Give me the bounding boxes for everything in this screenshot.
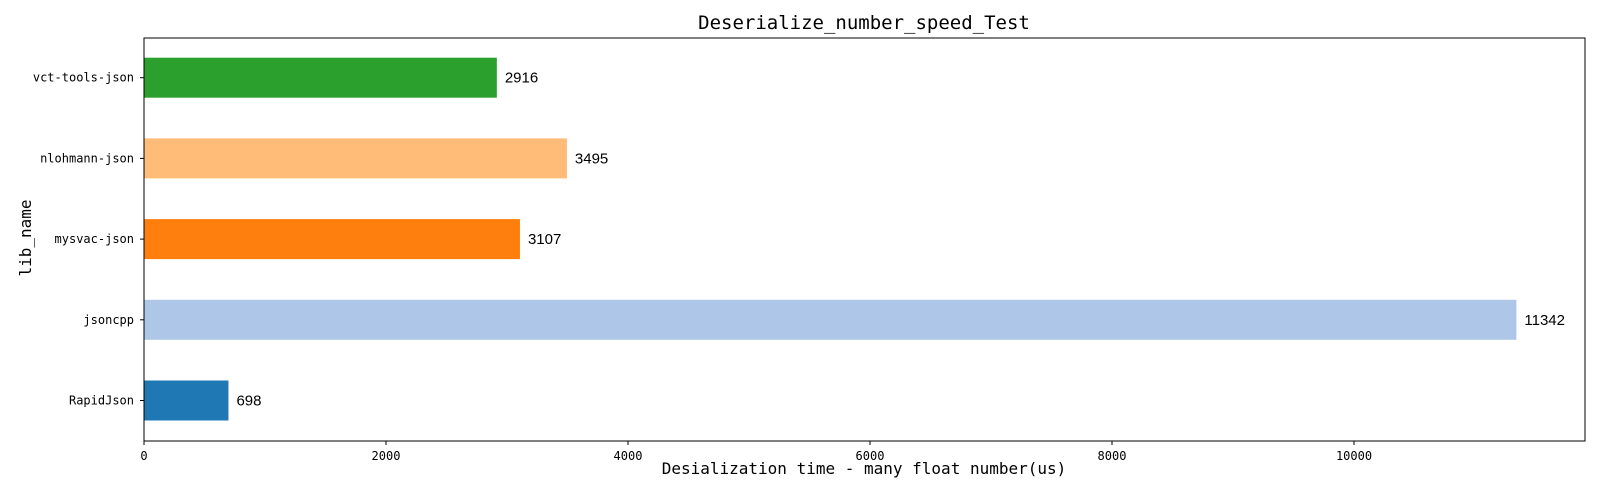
bar-vct-tools-json [144, 57, 497, 98]
chart-title: Deserialize_number_speed_Test [698, 12, 1030, 34]
bar-jsoncpp [144, 299, 1517, 340]
x-tick-label-4000: 4000 [614, 449, 643, 463]
y-axis-ticks: RapidJson jsoncpp mysvac-json nlohmann-json… [33, 71, 144, 408]
x-tick-label-10000: 10000 [1336, 449, 1372, 463]
x-tick-label-8000: 8000 [1098, 449, 1127, 463]
y-tick-label-jsoncpp: jsoncpp [83, 313, 134, 327]
data-label-mysvac-json: 3107 [528, 231, 561, 248]
x-tick-label-6000: 6000 [856, 449, 885, 463]
data-label-jsoncpp: 11342 [1524, 312, 1565, 329]
data-label-vct-tools-json: 2916 [505, 70, 538, 87]
x-tick-label-0: 0 [140, 449, 147, 463]
x-axis-label: Desialization time - many float number(u… [662, 459, 1067, 478]
data-label-nlohmann-json: 3495 [575, 150, 608, 167]
x-tick-label-2000: 2000 [372, 449, 401, 463]
bar-nlohmann-json [144, 138, 567, 179]
plot-frame [143, 37, 1586, 442]
bar-mysvac-json [144, 219, 520, 260]
bars-group: 698 11342 3107 3495 2916 [144, 57, 1565, 421]
y-tick-label-vct-tools-json: vct-tools-json [33, 71, 134, 85]
y-tick-label-mysvac-json: mysvac-json [55, 232, 134, 246]
y-tick-label-nlohmann-json: nlohmann-json [40, 151, 134, 165]
data-label-rapidjson: 698 [236, 393, 261, 410]
y-axis-label: lib_name [16, 199, 35, 276]
bar-rapidjson [144, 380, 229, 421]
y-tick-label-rapidjson: RapidJson [69, 394, 134, 408]
x-axis-ticks: 0 2000 4000 6000 8000 10000 [140, 441, 1372, 463]
